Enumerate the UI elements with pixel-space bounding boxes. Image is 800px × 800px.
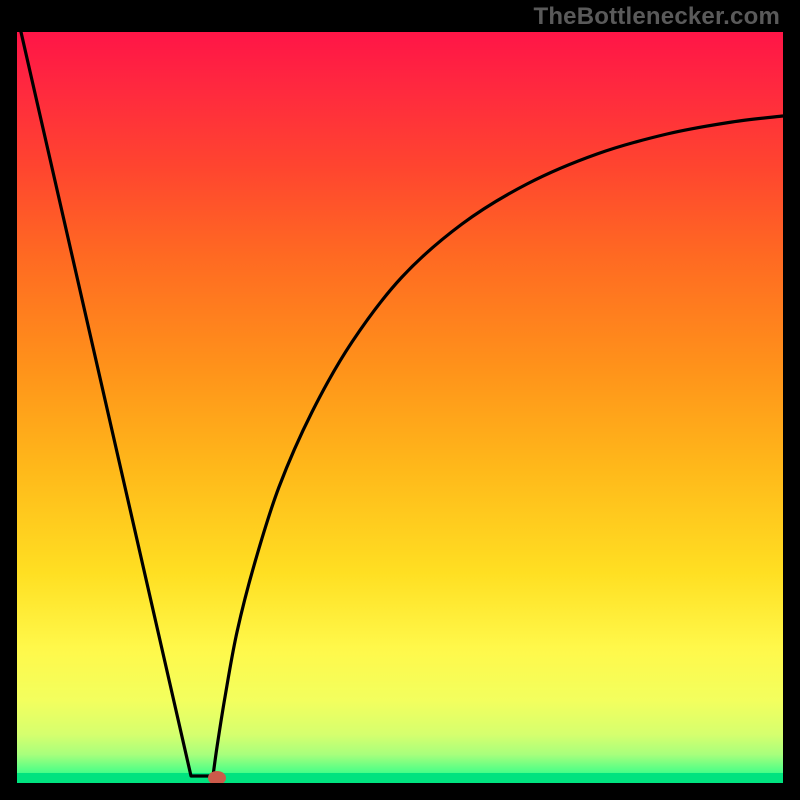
frame-border-right [783, 0, 800, 800]
gradient-background [17, 32, 783, 783]
bottleneck-chart [17, 32, 783, 783]
figure-root: TheBottlenecker.com [0, 0, 800, 800]
watermark-text: TheBottlenecker.com [533, 3, 780, 31]
frame-border-bottom [0, 783, 800, 800]
green-band [17, 773, 783, 783]
plot-area [17, 32, 783, 783]
frame-border-left [0, 0, 17, 800]
